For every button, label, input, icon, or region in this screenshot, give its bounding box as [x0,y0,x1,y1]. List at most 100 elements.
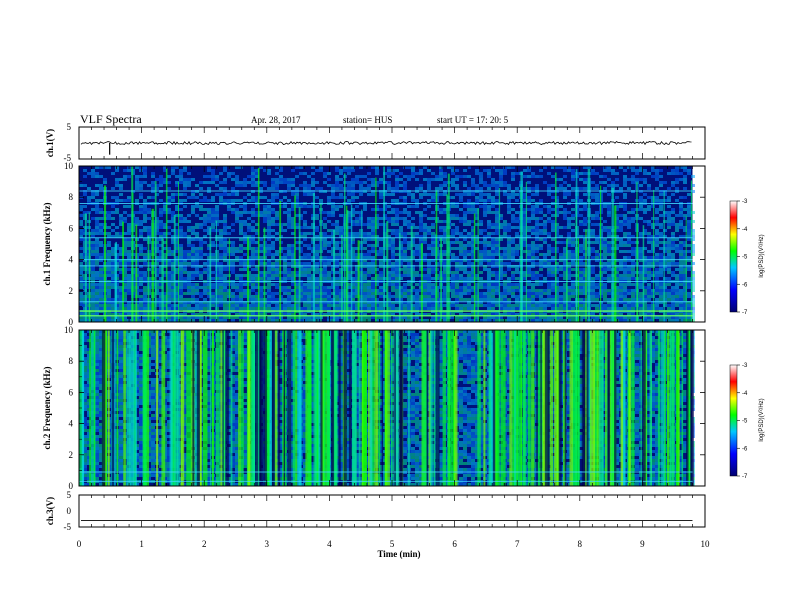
spectrogram-cell [291,250,295,253]
spectrogram-cell [219,271,223,274]
spectrogram-cell [527,313,531,316]
spectrogram-cell [403,256,407,259]
spectrogram-cell [443,229,447,232]
spectrogram-cell [603,271,607,274]
spectrogram-cell [351,169,355,172]
spectrogram-cell [167,232,171,235]
spectrogram-cell [327,289,331,292]
spectrogram-cell [555,247,559,250]
spectrogram-cell [243,316,247,319]
spectrogram-cell [607,304,611,307]
spectrogram-cell [547,172,551,175]
spectrogram-cell [395,217,399,220]
spectrogram-cell [175,205,179,208]
spectrogram-cell [623,241,627,244]
spectrogram-cell [195,238,199,241]
spectrogram-cell [291,253,295,256]
spectrogram-cell [503,313,507,316]
spectrogram-cell [471,277,475,280]
spectrogram-cell [583,223,587,226]
spectrogram-cell [203,214,207,217]
spectrogram-cell [299,274,303,277]
spectrogram-cell [375,169,379,172]
spectrogram-cell [339,250,343,253]
spectrogram-cell [283,298,287,301]
spectrogram-cell [423,301,427,304]
spectrogram-cell [107,232,111,235]
spectrogram-cell [471,190,475,193]
spectrogram-cell [459,268,463,271]
spectrogram-cell [451,241,455,244]
spectrogram-cell [163,253,167,256]
spectrogram-cell [395,214,399,217]
spectrogram-cell [331,196,335,199]
spectrogram-cell [503,253,507,256]
spectrogram-cell [455,268,459,271]
spectrogram-cell [495,277,499,280]
spectrogram-cell [171,286,175,289]
spectrogram-cell [483,253,487,256]
spectrogram-cell [267,232,271,235]
spectrogram-cell [539,265,543,268]
spectrogram-cell [163,208,167,211]
spectrogram-cell [547,253,551,256]
spectrogram-cell [139,307,143,310]
spectrogram-cell [91,289,95,292]
spectrogram-cell [459,289,463,292]
spectrogram-cell [615,172,619,175]
spectrogram-cell [191,256,195,259]
spectrogram-cell [147,229,151,232]
spectrogram-cell [351,271,355,274]
spectrogram-cell [335,196,339,199]
spectrogram-cell [399,232,403,235]
spectrogram-cell [119,214,123,217]
spectrogram-cell [143,262,147,265]
spectrogram-cell [159,301,163,304]
spectrogram-cell [335,229,339,232]
spectrogram-cell [327,241,331,244]
spectrogram-cell [571,289,575,292]
spectrogram-cell [179,253,183,256]
spectrogram-cell [191,226,195,229]
spectrogram-cell [355,175,359,178]
spectrogram-cell [595,298,599,301]
spectrogram-cell [347,301,351,304]
spectrogram-cell [179,292,183,295]
spectrogram-cell [487,277,491,280]
spectrogram-cell [235,301,239,304]
spectrogram-cell [647,262,651,265]
spectrogram-cell [527,217,531,220]
spectrogram-cell [307,244,311,247]
spectrogram-cell [459,265,463,268]
spectrogram-cell [483,316,487,319]
spectrogram-cell [327,262,331,265]
spectrogram-cell [475,199,479,202]
spectrogram-cell [487,271,491,274]
spectrogram-cell [387,295,391,298]
spectrogram-cell [567,226,571,229]
spectrogram-cell [215,217,219,220]
spectrogram-cell [123,250,127,253]
spectrogram-cell [407,295,411,298]
spectrogram-cell [359,268,363,271]
spectrogram-cell [263,220,267,223]
spectrogram-cell [523,199,527,202]
spectrogram-cell [259,238,263,241]
spectrogram-cell [539,283,543,286]
spectrogram-cell [155,262,159,265]
spectrogram-cell [415,172,419,175]
spectrogram-cell [515,235,519,238]
spectrogram-cell [451,172,455,175]
spectrogram-cell [531,253,535,256]
spectrogram-cell [179,220,183,223]
spectrogram-cell [367,217,371,220]
spectrogram-cell [471,304,475,307]
spectrogram-cell [183,283,187,286]
spectrogram-cell [251,307,255,310]
spectrogram-cell [123,199,127,202]
spectrogram-cell [271,256,275,259]
spectrogram-cell [87,172,91,175]
spectrogram-cell [195,262,199,265]
spectrogram-cell [387,181,391,184]
spectrogram-cell [579,268,583,271]
